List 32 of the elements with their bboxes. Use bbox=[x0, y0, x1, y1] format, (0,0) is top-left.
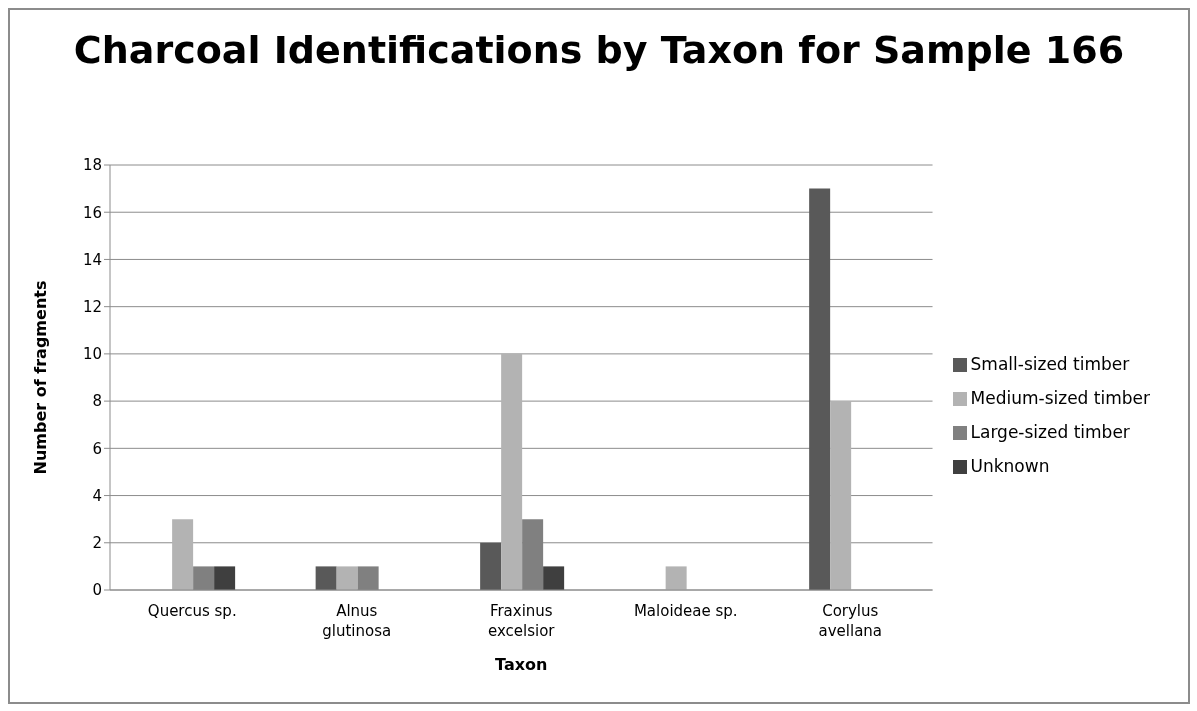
x-tick-label: Maloideae sp. bbox=[633, 602, 738, 620]
x-axis-title: Taxon bbox=[495, 655, 548, 674]
legend-label: Medium-sized timber bbox=[970, 388, 1150, 408]
legend-label: Small-sized timber bbox=[970, 354, 1130, 374]
bar bbox=[543, 566, 565, 590]
y-tick-label: 6 bbox=[92, 439, 102, 458]
bar bbox=[172, 519, 194, 590]
x-tick-label: Quercus sp. bbox=[147, 602, 237, 620]
y-tick-label: 4 bbox=[92, 486, 102, 505]
chart-title: Charcoal Identifications by Taxon for Sample 166 bbox=[72, 28, 1126, 72]
y-axis-title: Number of fragments bbox=[30, 280, 50, 475]
bar bbox=[480, 542, 502, 590]
x-tick-label: Fraxinus excelsior bbox=[487, 602, 556, 640]
y-tick-label: 14 bbox=[82, 250, 102, 269]
bar bbox=[336, 566, 358, 590]
y-tick-label: 8 bbox=[92, 392, 102, 411]
bar bbox=[809, 188, 831, 590]
y-tick-label: 10 bbox=[82, 345, 102, 364]
bar bbox=[315, 566, 337, 590]
legend-label: Unknown bbox=[970, 456, 1050, 476]
bar bbox=[665, 566, 687, 590]
bar bbox=[501, 353, 523, 590]
x-tick-label: Corylus avellana bbox=[818, 602, 883, 640]
y-tick-label: 18 bbox=[82, 156, 102, 175]
y-tick-label: 2 bbox=[92, 534, 102, 553]
y-tick-label: 0 bbox=[92, 581, 102, 600]
x-tick-label: Alnus glutinosa bbox=[322, 602, 392, 640]
y-tick-label: 16 bbox=[82, 203, 102, 222]
bar bbox=[214, 566, 236, 590]
y-tick-label: 12 bbox=[82, 297, 102, 316]
bar bbox=[830, 401, 852, 590]
legend-label: Large-sized timber bbox=[970, 422, 1130, 442]
